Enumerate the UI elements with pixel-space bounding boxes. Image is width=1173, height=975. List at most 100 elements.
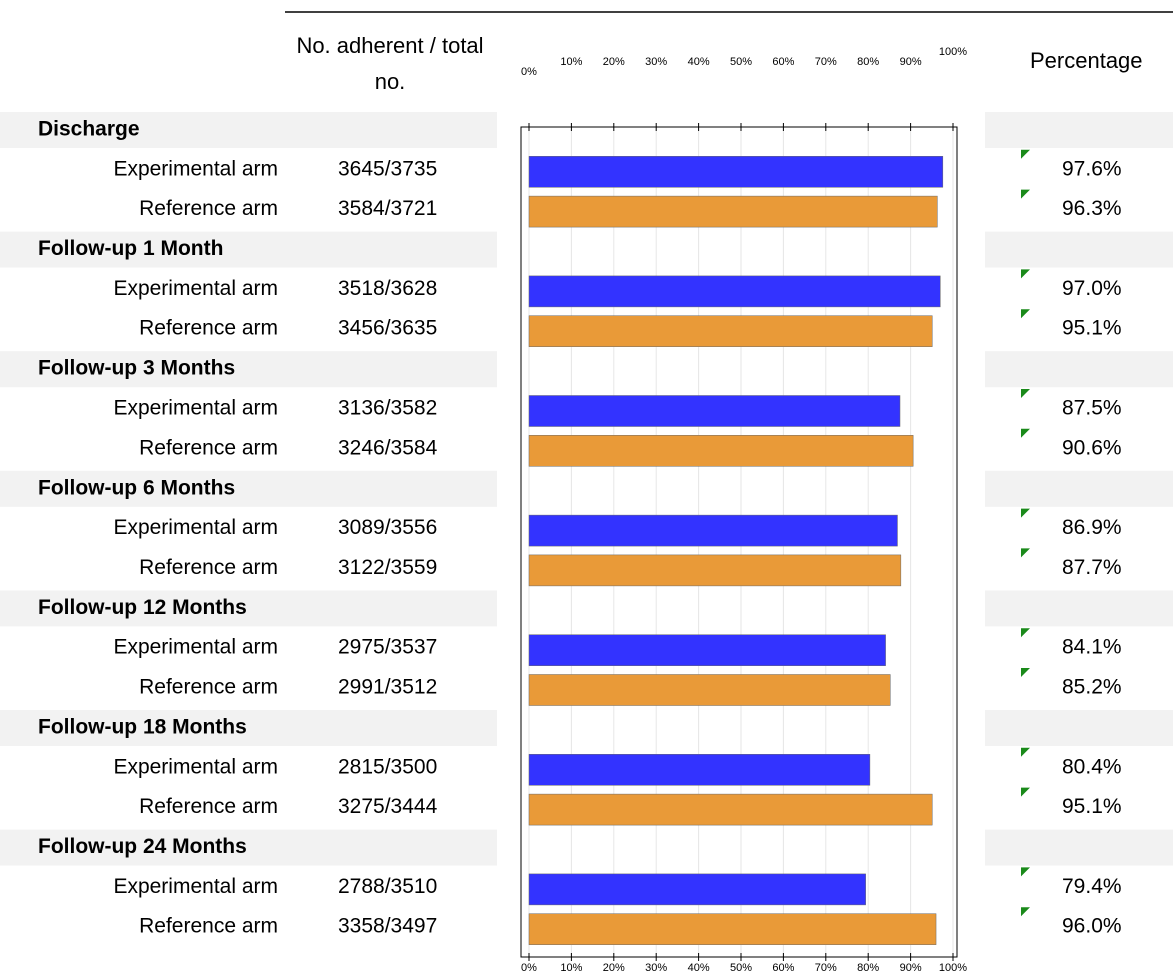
error-indicator — [1021, 628, 1030, 638]
x-tick-label: 80% — [857, 962, 879, 974]
x-tick-label: 90% — [900, 962, 922, 974]
value-label: 85.2% — [1062, 676, 1122, 699]
value-label: 95.1% — [1062, 795, 1122, 818]
group-band — [985, 710, 1173, 746]
value-label: 84.1% — [1062, 636, 1122, 659]
x-tick-label: 90% — [900, 56, 922, 68]
group-label: Follow-up 1 Month — [38, 237, 223, 260]
x-tick-label: 40% — [688, 56, 710, 68]
error-indicator — [1021, 189, 1030, 199]
count-label: 2975/3537 — [338, 636, 437, 659]
x-tick-label: 0% — [521, 962, 537, 974]
bar — [528, 554, 902, 587]
error-indicator — [1021, 548, 1030, 558]
value-label: 79.4% — [1062, 875, 1122, 898]
group-band — [0, 351, 497, 388]
bar — [528, 275, 941, 308]
row-label: Experimental arm — [113, 157, 278, 180]
count-label: 2815/3500 — [338, 755, 437, 778]
row-label: Reference arm — [139, 317, 278, 340]
error-indicator — [1021, 668, 1030, 677]
group-label: Follow-up 3 Months — [38, 357, 235, 380]
group-band — [985, 590, 1173, 627]
group-band — [0, 829, 497, 866]
group-band — [0, 112, 497, 148]
count-label: 3246/3584 — [338, 436, 438, 459]
row-label: Reference arm — [139, 197, 278, 220]
group-label: Follow-up 6 Months — [38, 476, 235, 499]
count-label: 3136/3582 — [338, 397, 437, 420]
error-indicator — [1021, 269, 1030, 279]
value-label: 97.0% — [1062, 277, 1122, 300]
error-indicator — [1021, 907, 1030, 917]
row-label: Experimental arm — [113, 516, 278, 539]
error-indicator — [1021, 787, 1030, 797]
value-label: 96.0% — [1062, 915, 1122, 938]
count-label: 3358/3497 — [338, 915, 437, 938]
value-label: 80.4% — [1062, 755, 1122, 778]
x-tick-label: 30% — [645, 962, 667, 974]
group-band — [0, 710, 497, 746]
bar — [528, 634, 886, 666]
error-indicator — [1021, 747, 1030, 757]
row-label: Reference arm — [139, 556, 278, 579]
bar — [528, 793, 933, 826]
x-tick-label: 50% — [730, 962, 752, 974]
count-label: 2788/3510 — [338, 875, 437, 898]
error-indicator — [1021, 389, 1030, 398]
plot-frame — [520, 126, 958, 958]
x-tick-label: 100% — [939, 46, 967, 58]
count-label: 3645/3735 — [338, 157, 437, 180]
x-tick-label: 20% — [603, 56, 625, 68]
error-indicator — [1021, 867, 1030, 877]
value-label: 95.1% — [1062, 317, 1122, 340]
bar — [528, 395, 901, 427]
value-label: 90.6% — [1062, 436, 1122, 459]
x-tick-label: 10% — [560, 962, 582, 974]
group-label: Discharge — [38, 118, 140, 141]
group-band — [985, 231, 1173, 268]
bar — [528, 435, 914, 467]
row-label: Experimental arm — [113, 397, 278, 420]
group-label: Follow-up 24 Months — [38, 835, 247, 858]
value-label: 86.9% — [1062, 516, 1122, 539]
count-label: 3089/3556 — [338, 516, 437, 539]
row-label: Experimental arm — [113, 875, 278, 898]
x-tick-label: 20% — [603, 962, 625, 974]
count-label: 3518/3628 — [338, 277, 437, 300]
count-label: 3122/3559 — [338, 556, 437, 579]
x-tick-label: 60% — [772, 962, 794, 974]
x-tick-label: 40% — [688, 962, 710, 974]
row-label: Experimental arm — [113, 636, 278, 659]
x-tick-label: 70% — [815, 962, 837, 974]
row-label: Reference arm — [139, 915, 278, 938]
bar — [528, 195, 938, 228]
row-label: Experimental arm — [113, 755, 278, 778]
bar — [528, 754, 871, 786]
value-header: Percentage — [1030, 48, 1143, 73]
x-tick-label: 60% — [772, 56, 794, 68]
x-tick-label: 30% — [645, 56, 667, 68]
bar — [528, 315, 933, 347]
x-tick-label: 50% — [730, 56, 752, 68]
error-indicator — [1021, 149, 1030, 159]
group-band — [985, 351, 1173, 388]
x-tick-label: 10% — [560, 56, 582, 68]
count-label: 2991/3512 — [338, 676, 437, 699]
bar — [528, 514, 898, 547]
row-label: Reference arm — [139, 676, 278, 699]
row-label: Reference arm — [139, 436, 278, 459]
count-label: 3456/3635 — [338, 317, 437, 340]
group-label: Follow-up 12 Months — [38, 596, 247, 619]
error-indicator — [1021, 309, 1030, 319]
x-tick-label: 100% — [939, 962, 967, 974]
x-tick-label: 70% — [815, 56, 837, 68]
value-label: 87.7% — [1062, 556, 1122, 579]
count-header: No. adherent / total no. — [296, 33, 484, 94]
row-label: Reference arm — [139, 795, 278, 818]
bar — [528, 674, 891, 706]
group-label: Follow-up 18 Months — [38, 716, 247, 739]
value-label: 96.3% — [1062, 197, 1122, 220]
